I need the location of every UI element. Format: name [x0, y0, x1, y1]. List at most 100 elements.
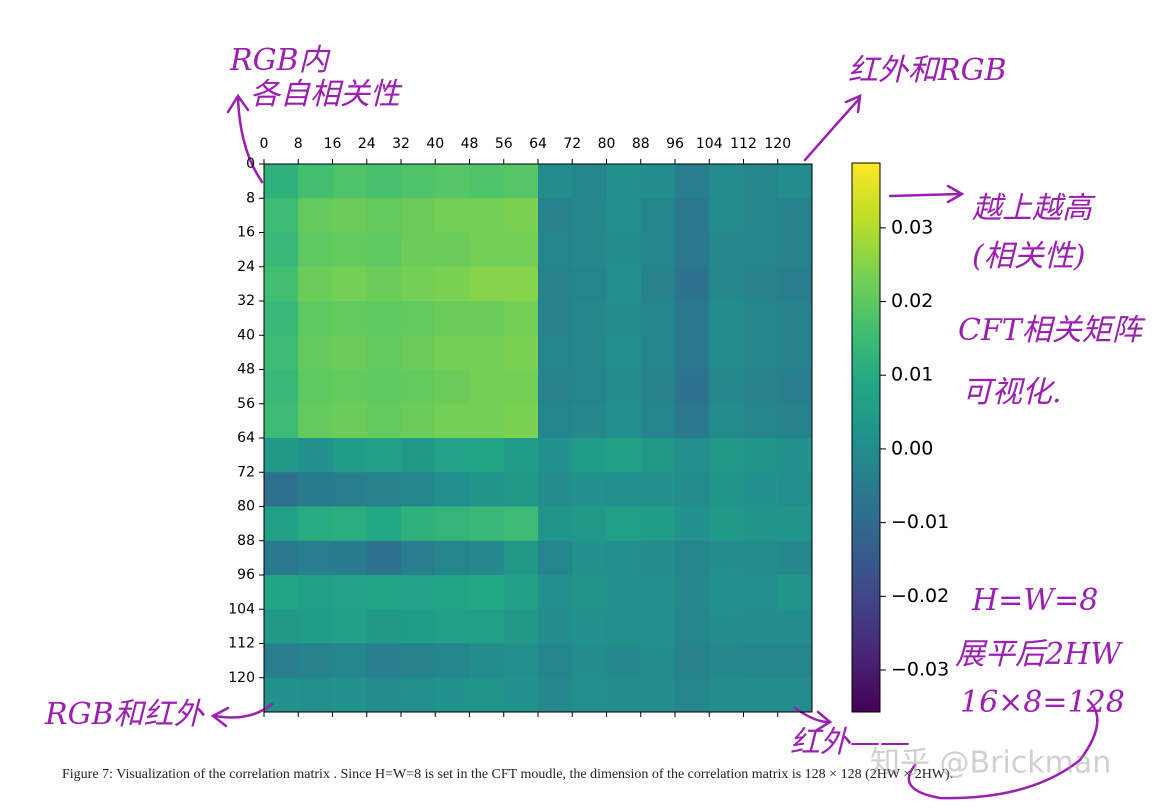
- heatmap-cell: [298, 335, 333, 370]
- heatmap-cell: [606, 575, 642, 610]
- heatmap-cell: [401, 301, 436, 336]
- heatmap-cell: [332, 335, 368, 370]
- heatmap-cell: [675, 506, 710, 542]
- heatmap-cell: [675, 403, 710, 439]
- x-tick-label: 0: [260, 136, 269, 152]
- heatmap-cell: [572, 438, 607, 473]
- heatmap-cell: [777, 164, 813, 199]
- y-tick-label: 32: [237, 293, 255, 309]
- annotation: (相关性): [972, 239, 1085, 274]
- x-tick-label: 48: [461, 136, 479, 152]
- heatmap-cell: [743, 403, 779, 439]
- heatmap-cell: [298, 438, 333, 473]
- heatmap-cell: [572, 301, 607, 336]
- heatmap-cell: [538, 198, 573, 233]
- heatmap-cell: [640, 232, 676, 268]
- heatmap-cell: [538, 164, 573, 199]
- heatmap-cell: [709, 540, 744, 576]
- heatmap-cell: [469, 301, 505, 336]
- heatmap-cell: [469, 232, 505, 268]
- heatmap-cell: [298, 472, 333, 507]
- heatmap-cell: [743, 232, 779, 268]
- heatmap-cell: [640, 369, 676, 405]
- heatmap-cell: [332, 403, 368, 439]
- heatmap-cell: [503, 403, 539, 439]
- heatmap-cell: [743, 266, 779, 302]
- heatmap-cell: [503, 301, 539, 336]
- heatmap: [264, 164, 813, 713]
- heatmap-cell: [298, 198, 333, 233]
- heatmap-cell: [743, 164, 779, 199]
- heatmap-cell: [469, 506, 505, 542]
- heatmap-cell: [366, 232, 402, 268]
- heatmap-cell: [503, 609, 539, 644]
- heatmap-cell: [298, 506, 333, 542]
- heatmap-cell: [572, 232, 607, 268]
- heatmap-cell: [777, 575, 813, 610]
- heatmap-cell: [401, 472, 436, 507]
- y-tick-label: 104: [228, 601, 255, 617]
- heatmap-cell: [640, 472, 676, 507]
- heatmap-cell: [709, 403, 744, 439]
- heatmap-cell: [777, 335, 813, 370]
- heatmap-cell: [366, 403, 402, 439]
- heatmap-cell: [743, 540, 779, 576]
- heatmap-cell: [709, 643, 744, 679]
- heatmap-cell: [469, 575, 505, 610]
- heatmap-cell: [606, 403, 642, 439]
- heatmap-cell: [503, 369, 539, 405]
- annotation: CFT相关矩阵: [958, 313, 1146, 348]
- annotation: RGB和红外: [44, 697, 206, 732]
- heatmap-cell: [366, 677, 402, 713]
- heatmap-cell: [777, 369, 813, 405]
- heatmap-cell: [538, 438, 573, 473]
- heatmap-cell: [332, 369, 368, 405]
- heatmap-cell: [503, 677, 539, 713]
- heatmap-cell: [503, 575, 539, 610]
- heatmap-cell: [366, 609, 402, 644]
- heatmap-cell: [538, 506, 573, 542]
- x-tick-label: 64: [529, 136, 547, 152]
- heatmap-cell: [264, 403, 299, 439]
- heatmap-cell: [572, 677, 607, 713]
- heatmap-cell: [469, 609, 505, 644]
- heatmap-cell: [743, 198, 779, 233]
- heatmap-cell: [777, 643, 813, 679]
- x-tick-label: 32: [392, 136, 410, 152]
- heatmap-cell: [572, 335, 607, 370]
- y-tick-label: 0: [246, 156, 255, 172]
- heatmap-cell: [332, 266, 368, 302]
- heatmap-cell: [401, 164, 436, 199]
- heatmap-cell: [264, 472, 299, 507]
- heatmap-cell: [332, 301, 368, 336]
- heatmap-cell: [640, 506, 676, 542]
- heatmap-cell: [777, 403, 813, 439]
- y-tick-label: 64: [237, 430, 255, 446]
- heatmap-cell: [503, 540, 539, 576]
- heatmap-cell: [366, 301, 402, 336]
- heatmap-cell: [401, 609, 436, 644]
- heatmap-cell: [503, 472, 539, 507]
- heatmap-cell: [298, 266, 333, 302]
- heatmap-cell: [366, 266, 402, 302]
- heatmap-cell: [777, 609, 813, 644]
- heatmap-cell: [298, 609, 333, 644]
- heatmap-cell: [675, 164, 710, 199]
- heatmap-cell: [366, 472, 402, 507]
- heatmap-cell: [675, 266, 710, 302]
- heatmap-cell: [777, 198, 813, 233]
- x-tick-label: 88: [632, 136, 650, 152]
- x-tick-label: 40: [426, 136, 444, 152]
- y-tick-label: 80: [237, 499, 255, 515]
- heatmap-cell: [640, 266, 676, 302]
- colorbar-tick-label: 0.02: [891, 290, 933, 312]
- heatmap-cell: [264, 335, 299, 370]
- annotation: 16×8=128: [960, 685, 1125, 720]
- x-tick-label: 8: [294, 136, 303, 152]
- annotation: 越上越高: [972, 191, 1096, 226]
- heatmap-cell: [469, 198, 505, 233]
- y-tick-label: 56: [237, 396, 255, 412]
- heatmap-cell: [640, 403, 676, 439]
- heatmap-cell: [332, 677, 368, 713]
- heatmap-cell: [264, 301, 299, 336]
